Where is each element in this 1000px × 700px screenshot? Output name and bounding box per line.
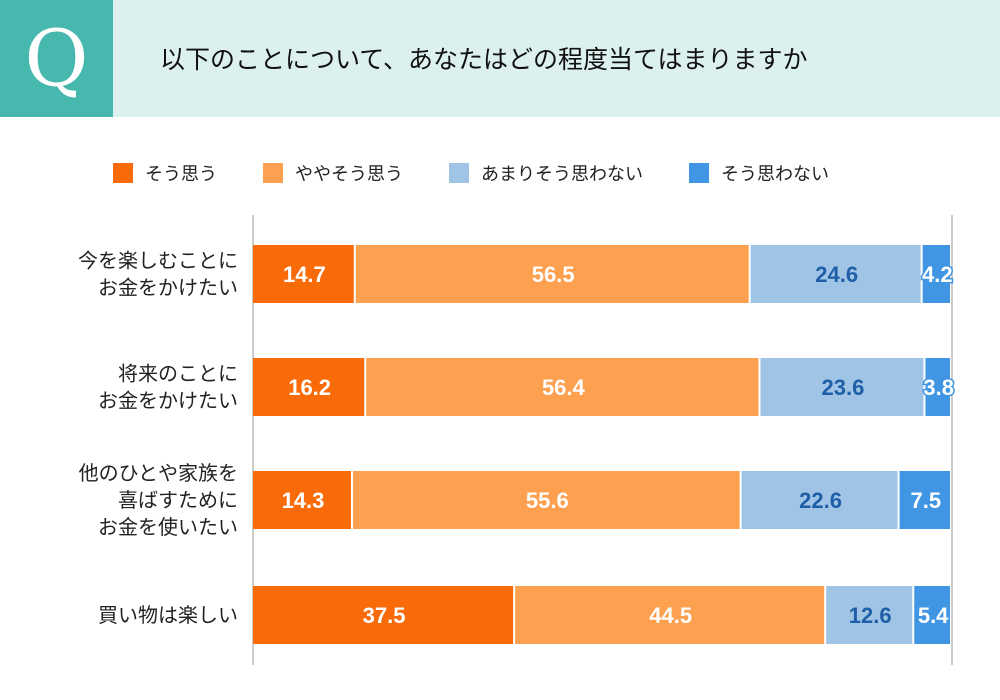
legend-swatch [449,163,469,183]
bar-segment [899,471,950,529]
legend: そう思う ややそう思う あまりそう思わない そう思わない [113,160,875,186]
bar-segment [760,358,924,416]
category-label: 他のひとや家族を [79,461,238,485]
data-label: 24.6 [815,262,858,287]
bar-segment [922,245,950,303]
data-label: 56.4 [542,375,586,400]
bar-segment [515,586,825,644]
category-label: 喜ばすために [118,488,238,512]
bar-segment [253,471,351,529]
data-label: 3.8 [923,375,954,400]
bar-segment [352,471,740,529]
legend-item: そう思う [113,160,217,186]
data-label: 56.5 [532,262,575,287]
legend-swatch [263,163,283,183]
legend-item: そう思わない [689,160,829,186]
data-label: 14.7 [283,262,326,287]
legend-swatch [113,163,133,183]
legend-label: そう思う [145,164,217,185]
bar-segment [741,471,898,529]
data-label: 44.5 [649,603,692,628]
bar-segment [826,586,913,644]
data-label: 22.6 [799,488,842,513]
q-badge: Q [0,0,113,117]
header-band [0,0,1000,117]
bar-segment [355,245,749,303]
data-label: 37.5 [363,603,406,628]
bar-segment [914,586,950,644]
data-label: 14.3 [282,488,325,513]
bar-segment [253,245,354,303]
legend-label: あまりそう思わない [481,164,643,185]
data-label: 23.6 [822,375,865,400]
category-label: 買い物は楽しい [98,603,238,627]
question-title: 以下のことについて、あなたはどの程度当てはまりますか [160,45,808,74]
legend-label: そう思わない [721,164,829,185]
data-label: 4.2 [922,262,953,287]
bar-segment [750,245,921,303]
legend-label: ややそう思う [295,164,403,185]
legend-item: ややそう思う [263,160,403,186]
bar-segment [253,586,514,644]
bar-segment [925,358,950,416]
legend-item: あまりそう思わない [449,160,643,186]
data-label: 16.2 [288,375,331,400]
legend-swatch [689,163,709,183]
data-label: 7.5 [910,488,941,513]
data-label: 5.4 [918,603,949,628]
data-label: 55.6 [526,488,569,513]
category-label: 将来のことに [118,362,238,386]
category-label: お金をかけたい [98,389,238,413]
data-label: 12.6 [849,603,892,628]
category-label: 今を楽しむことに [78,249,238,273]
category-label: お金をかけたい [98,276,238,300]
bar-segment [366,358,759,416]
category-label: お金を使いたい [98,515,238,539]
bar-segment [253,358,365,416]
